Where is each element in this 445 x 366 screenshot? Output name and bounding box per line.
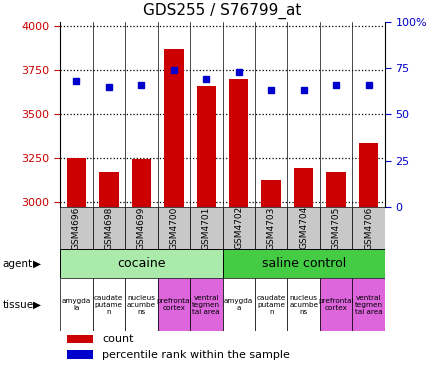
Bar [190, 278, 222, 331]
Text: ventral
tegmen
tal area: ventral tegmen tal area [192, 295, 220, 315]
Bar [158, 278, 190, 331]
Text: nucleus
acumbe
ns: nucleus acumbe ns [127, 295, 156, 315]
Bar [262, 179, 281, 207]
Bar [294, 168, 313, 207]
Text: count: count [102, 334, 134, 344]
Text: GSM4698: GSM4698 [104, 206, 113, 250]
Bar [125, 278, 158, 331]
Text: caudate
putame
n: caudate putame n [94, 295, 124, 315]
Bar [352, 278, 385, 331]
Text: ▶: ▶ [33, 258, 41, 269]
Bar [222, 249, 385, 278]
Bar [125, 207, 158, 249]
Bar [164, 49, 183, 207]
Bar [359, 143, 378, 207]
Text: ▶: ▶ [33, 300, 41, 310]
Text: cocaine: cocaine [117, 257, 166, 270]
Bar [132, 159, 151, 207]
Bar [67, 158, 86, 207]
Text: amygda
la: amygda la [62, 298, 91, 311]
Text: ventral
tegmen
tal area: ventral tegmen tal area [355, 295, 383, 315]
Text: prefrontal
cortex: prefrontal cortex [156, 298, 191, 311]
Text: tissue: tissue [2, 300, 33, 310]
Text: GSM4696: GSM4696 [72, 206, 81, 250]
Text: caudate
putame
n: caudate putame n [256, 295, 286, 315]
Text: nucleus
acumbe
ns: nucleus acumbe ns [289, 295, 318, 315]
Bar [99, 172, 118, 207]
Bar [229, 79, 248, 207]
Bar [255, 207, 287, 249]
Bar [67, 335, 93, 343]
Title: GDS255 / S76799_at: GDS255 / S76799_at [143, 3, 302, 19]
Bar [190, 207, 222, 249]
Text: GSM4699: GSM4699 [137, 206, 146, 250]
Text: GSM4700: GSM4700 [169, 206, 178, 250]
Bar [320, 278, 352, 331]
Bar [60, 249, 222, 278]
Bar [327, 172, 346, 207]
Bar [352, 207, 385, 249]
Bar [158, 207, 190, 249]
Bar [93, 207, 125, 249]
Bar [93, 278, 125, 331]
Text: saline control: saline control [262, 257, 346, 270]
Bar [255, 278, 287, 331]
Bar [197, 86, 216, 207]
Text: amygda
a: amygda a [224, 298, 253, 311]
Text: GSM4703: GSM4703 [267, 206, 276, 250]
Text: prefrontal
cortex: prefrontal cortex [319, 298, 354, 311]
Text: GSM4702: GSM4702 [234, 206, 243, 250]
Text: GSM4704: GSM4704 [299, 206, 308, 250]
Bar [287, 278, 320, 331]
Bar [60, 207, 93, 249]
Text: percentile rank within the sample: percentile rank within the sample [102, 350, 290, 360]
Bar [60, 278, 93, 331]
Bar [320, 207, 352, 249]
Text: GSM4706: GSM4706 [364, 206, 373, 250]
Bar [287, 207, 320, 249]
Bar [222, 207, 255, 249]
Bar [222, 278, 255, 331]
Text: agent: agent [2, 258, 32, 269]
Bar [67, 350, 93, 359]
Text: GSM4701: GSM4701 [202, 206, 211, 250]
Text: GSM4705: GSM4705 [332, 206, 341, 250]
